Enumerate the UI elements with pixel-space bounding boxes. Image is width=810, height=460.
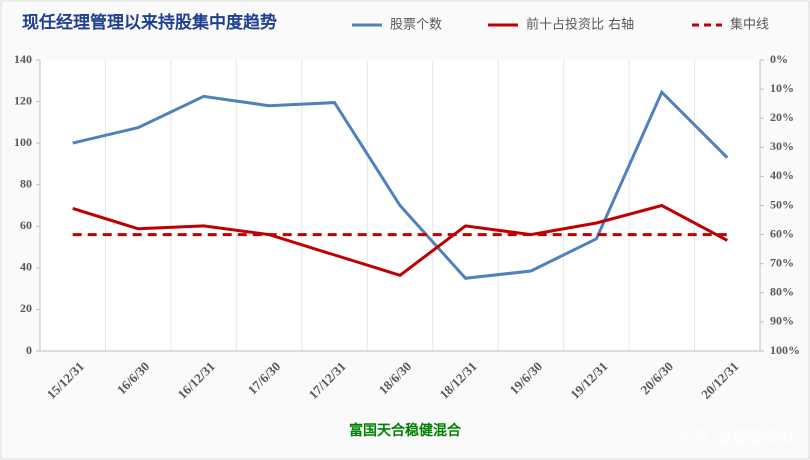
y2-tick-label: 40% <box>770 168 794 182</box>
y2-tick-label: 100% <box>770 343 800 357</box>
y2-tick-label: 0% <box>770 52 788 66</box>
y2-tick-label: 60% <box>770 226 794 240</box>
series-line <box>72 203 729 277</box>
y-tick-label: 20 <box>20 301 32 315</box>
y-tick-label: 100 <box>14 135 32 149</box>
series-line <box>72 89 729 280</box>
y2-tick-label: 70% <box>770 255 794 269</box>
legend-label: 股票个数 <box>390 18 442 33</box>
y-tick-label: 140 <box>14 52 32 66</box>
y-tick-label: 120 <box>14 93 32 107</box>
y2-tick-label: 80% <box>770 285 794 299</box>
y-tick-label: 60 <box>20 218 32 232</box>
x-axis-label: 富国天合稳健混合 <box>349 422 462 439</box>
y-tick-label: 80 <box>20 176 32 190</box>
legend-label: 集中线 <box>730 17 769 33</box>
y2-tick-label: 20% <box>770 110 794 124</box>
y2-tick-label: 30% <box>770 139 794 153</box>
watermark: 头条 @宏赫臻财 <box>678 428 795 447</box>
y2-tick-label: 10% <box>770 81 794 95</box>
legend-label: 前十占投资比 右轴 <box>526 17 634 33</box>
y-tick-label: 0 <box>26 343 32 357</box>
y2-tick-label: 90% <box>770 314 794 328</box>
y-tick-label: 40 <box>20 260 32 274</box>
y2-tick-label: 50% <box>770 197 794 211</box>
chart-title: 现任经理管理以来持股集中度趋势 <box>22 12 277 32</box>
